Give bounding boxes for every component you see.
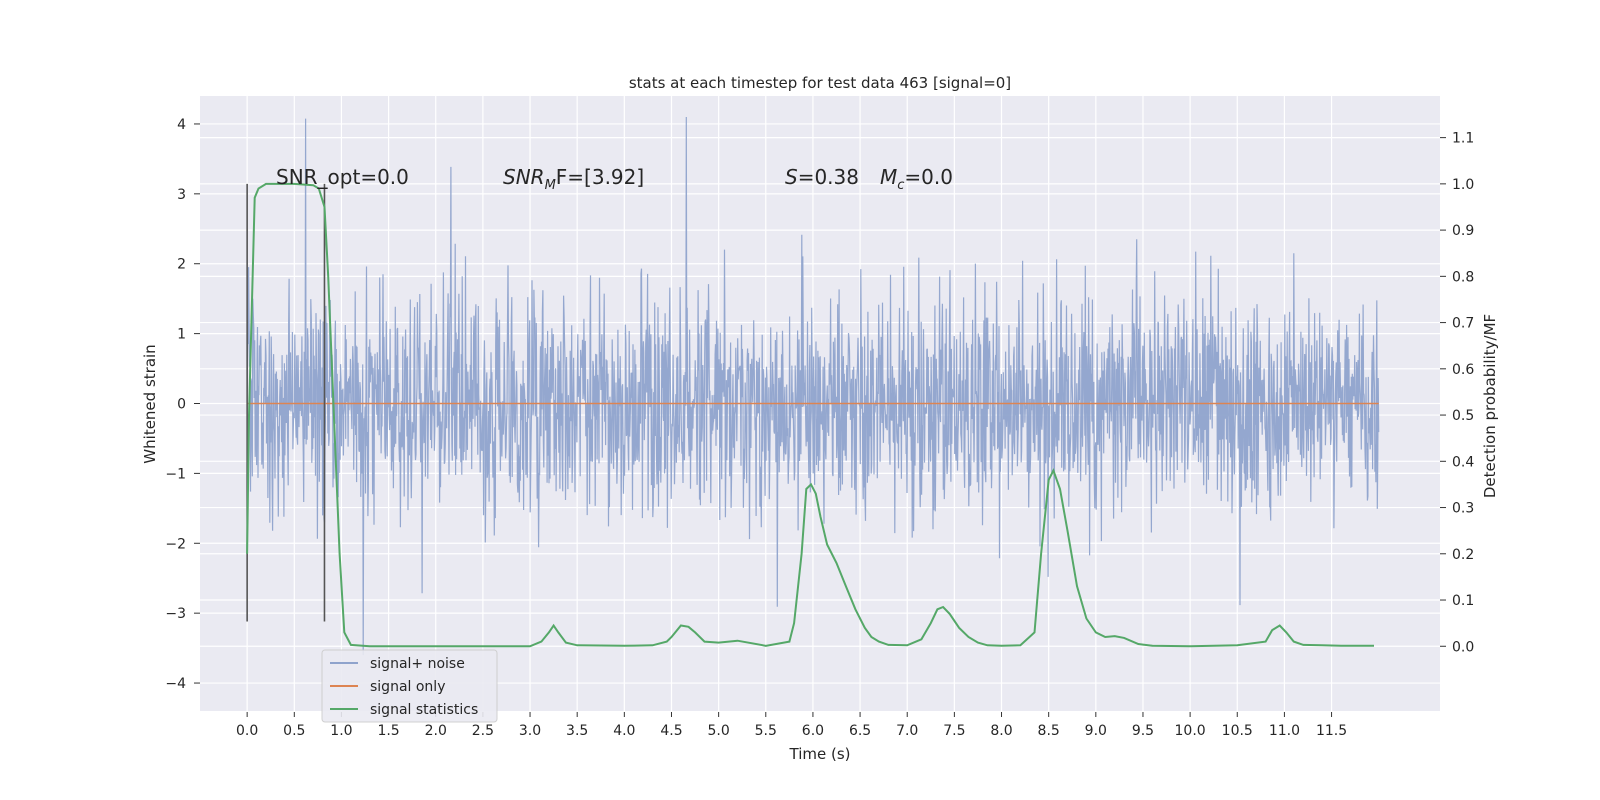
mc-label: M: [880, 165, 897, 189]
x-tick-label: 2.5: [472, 723, 494, 739]
x-tick-label: 0.0: [236, 723, 258, 739]
x-tick-label: 7.5: [943, 723, 965, 739]
y2-tick-label: 1.0: [1452, 177, 1474, 193]
x-tick-label: 4.5: [660, 723, 682, 739]
y2-tick-label: 0.1: [1452, 593, 1474, 609]
legend-box: [321, 649, 498, 723]
x-tick-label: 3.0: [519, 723, 541, 739]
x-tick-label: 3.5: [566, 723, 588, 739]
y-tick-label: 3: [177, 187, 186, 203]
signal-statistics-line: [246, 182, 1374, 648]
x-tick-label: 6.0: [802, 723, 824, 739]
y2-tick-label: 0.2: [1452, 547, 1474, 563]
mc-subscript: c: [897, 178, 904, 193]
chart-title: stats at each timestep for test data 463…: [629, 74, 1011, 92]
x-tick-label: 4.0: [613, 723, 635, 739]
y2-tick-label: 0.7: [1452, 316, 1474, 332]
snr-mf-subscript: M: [545, 178, 556, 193]
x-tick-label: 7.0: [896, 723, 918, 739]
s-label: S: [785, 165, 798, 189]
y-tick-label: 1: [177, 327, 186, 343]
x-tick-label: 11.0: [1269, 723, 1300, 739]
x-axis-title: Time (s): [789, 745, 851, 763]
x-tick-label: 10.0: [1175, 723, 1206, 739]
y2-tick-label: 0.8: [1452, 269, 1474, 285]
x-tick-label: 6.5: [849, 723, 871, 739]
y2-tick-label: 0.9: [1452, 223, 1474, 239]
signal-noise-line: [246, 116, 1380, 656]
y2-tick-label: 0.5: [1452, 408, 1474, 424]
x-tick-label: 10.5: [1222, 723, 1253, 739]
snr-mf-value: F=[3.92]: [556, 165, 644, 189]
x-tick-label: 9.5: [1132, 723, 1154, 739]
x-tick-label: 1.5: [377, 723, 399, 739]
legend-label-stats: signal statistics: [370, 702, 478, 718]
x-tick-label: 2.0: [425, 723, 447, 739]
ticks: 0.0 0.5 1.0 1.5 2.0 2.5 3.0 3.5 4.0 4.5 5.0 5.5 6.0 6…: [165, 117, 1474, 739]
mc-annotation: Mc=0.0: [880, 165, 953, 193]
s-annotation: S=0.38: [785, 165, 859, 189]
y-tick-label: −1: [165, 466, 186, 482]
snr-mf-label: SNR: [503, 165, 545, 189]
signal-statistics-series: [246, 182, 1374, 648]
y-tick-label: 0: [177, 397, 186, 413]
x-tick-label: 0.5: [283, 723, 305, 739]
y2-tick-label: 0.6: [1452, 362, 1474, 378]
x-tick-label: 9.0: [1085, 723, 1107, 739]
y-tick-label: −2: [165, 536, 186, 552]
y2-tick-label: 0.0: [1452, 639, 1474, 655]
y2-tick-label: 0.3: [1452, 501, 1474, 517]
y2-tick-label: 1.1: [1452, 131, 1474, 147]
s-value: =0.38: [798, 165, 859, 189]
x-tick-label: 11.5: [1316, 723, 1347, 739]
signal-noise-series: [246, 116, 1380, 656]
mc-value: =0.0: [904, 165, 953, 189]
y-tick-label: −4: [165, 676, 186, 692]
x-tick-label: 5.0: [707, 723, 729, 739]
x-tick-label: 1.0: [330, 723, 352, 739]
legend-label-noise: signal+ noise: [370, 656, 465, 672]
legend-label-signal: signal only: [370, 679, 445, 695]
y-tick-label: 2: [177, 257, 186, 273]
snr-opt-annotation: SNR_opt=0.0: [276, 165, 409, 189]
x-tick-label: 8.5: [1038, 723, 1060, 739]
y-tick-label: 4: [177, 117, 186, 133]
legend: signal+ noise signal only signal statist…: [321, 649, 498, 723]
snr-mf-annotation: SNRMF=[3.92]: [503, 165, 644, 193]
x-tick-label: 8.0: [990, 723, 1012, 739]
x-tick-label: 5.5: [755, 723, 777, 739]
y-tick-label: −3: [165, 606, 186, 622]
y-axis-title: Whitened strain: [141, 344, 159, 463]
y2-tick-label: 0.4: [1452, 454, 1474, 470]
y2-axis-title: Detection probability/MF: [1481, 314, 1499, 498]
